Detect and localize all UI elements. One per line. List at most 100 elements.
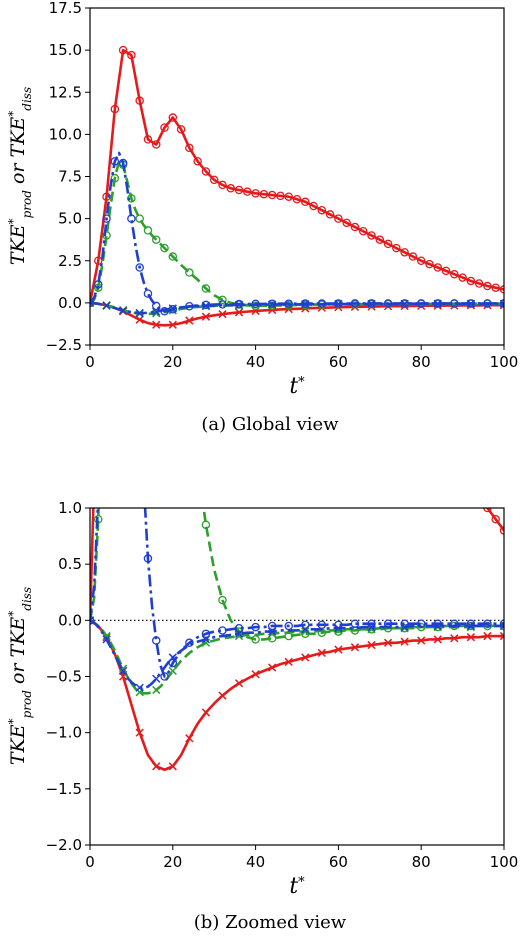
data-point-marker — [193, 157, 202, 166]
caption-global: (a) Global view — [201, 414, 339, 435]
series-4-zoomed — [90, 55, 504, 681]
data-point-marker — [151, 301, 161, 311]
data-point-marker — [450, 619, 459, 628]
x-axis-label-zoomed: t* — [289, 874, 305, 899]
data-point-marker — [367, 622, 376, 632]
data-point-marker — [110, 104, 120, 114]
data-point-marker — [466, 619, 476, 628]
caption-zoomed: (b) Zoomed view — [194, 912, 347, 933]
data-point-marker — [151, 140, 161, 149]
data-point-marker — [342, 218, 351, 228]
data-point-marker — [168, 320, 177, 329]
data-point-marker — [400, 637, 409, 646]
data-point-marker — [467, 471, 474, 478]
data-point-marker — [376, 195, 383, 202]
data-point-marker — [95, 336, 102, 343]
y-axis-label-zoomed: TKE*prod or TKE*diss — [6, 587, 34, 765]
data-point-marker — [160, 123, 169, 132]
data-point-marker — [433, 619, 443, 628]
data-point-marker — [143, 135, 153, 144]
data-point-marker — [234, 623, 244, 633]
data-point-marker — [168, 666, 177, 676]
data-point-marker — [218, 691, 227, 700]
data-point-marker — [160, 243, 169, 253]
data-point-marker — [127, 50, 136, 60]
data-point-marker — [151, 636, 161, 645]
data-point-marker — [234, 308, 244, 317]
series-0-global — [90, 45, 504, 308]
data-point-marker — [458, 273, 467, 282]
y-tick-label-global: −2.5 — [46, 336, 82, 354]
data-point-marker — [152, 762, 161, 771]
data-point-marker — [218, 626, 227, 635]
y-tick-label-global: 12.5 — [49, 83, 82, 101]
data-point-marker — [135, 214, 144, 223]
data-point-marker — [268, 300, 277, 309]
data-point-marker — [483, 619, 492, 628]
y-tick-label-zoomed: −1.5 — [46, 780, 82, 798]
data-point-marker — [474, 279, 484, 288]
x-tick-label-zoomed: 40 — [246, 853, 265, 871]
data-point-marker — [451, 426, 458, 433]
y-tick-label-zoomed: 0.0 — [58, 611, 82, 629]
data-point-marker — [103, 55, 110, 62]
data-point-marker — [284, 192, 293, 201]
series-5-global — [90, 298, 504, 318]
data-point-marker — [401, 280, 408, 287]
data-point-marker — [201, 312, 211, 321]
y-tick-label-global: 5.0 — [58, 210, 82, 228]
data-point-marker — [110, 173, 120, 183]
data-point-marker — [143, 554, 153, 563]
x-tick-label-global: 0 — [85, 353, 95, 371]
data-point-marker — [335, 55, 342, 62]
plot-frame-global — [89, 7, 505, 346]
data-point-marker — [209, 175, 219, 185]
data-point-marker — [425, 259, 434, 269]
data-point-marker — [360, 139, 367, 146]
data-point-marker — [251, 670, 260, 679]
data-point-marker — [433, 635, 442, 644]
series-line — [90, 301, 504, 315]
data-point-marker — [433, 263, 443, 272]
x-tick-label-global: 100 — [490, 353, 519, 371]
data-point-marker — [218, 310, 227, 319]
data-point-marker — [491, 514, 500, 524]
data-point-marker — [185, 734, 194, 743]
data-point-marker — [218, 595, 227, 605]
data-point-marker — [152, 307, 161, 316]
data-point-marker — [168, 113, 178, 122]
data-point-marker — [102, 214, 111, 223]
series-2-global — [90, 160, 504, 310]
x-tick-label-zoomed: 100 — [490, 853, 519, 871]
data-point-marker — [327, 27, 334, 34]
panel-global: 0 20 40 60 80 100 −2.5 0.0 2.5 5.0 7.5 10.0 12.5 15.0… — [6, 0, 518, 435]
data-point-marker — [259, 189, 269, 199]
series-0-zoomed — [90, 27, 504, 625]
data-point-marker — [367, 640, 376, 650]
data-point-marker — [368, 167, 375, 174]
data-point-marker — [301, 197, 310, 207]
data-point-marker — [476, 488, 483, 495]
data-point-marker — [243, 187, 252, 196]
y-tick-label-zoomed: −0.5 — [46, 668, 82, 686]
data-point-marker — [102, 631, 111, 641]
data-point-marker — [136, 381, 143, 388]
data-point-marker — [417, 636, 426, 645]
data-point-marker — [234, 185, 244, 195]
data-point-marker — [267, 621, 277, 631]
data-point-marker — [268, 663, 277, 672]
data-point-marker — [491, 283, 500, 292]
data-point-marker — [450, 634, 459, 643]
data-point-marker — [418, 336, 425, 343]
y-tick-label-global: 17.5 — [49, 0, 82, 17]
y-tick-label-global: 15.0 — [49, 41, 82, 59]
data-point-marker — [466, 299, 476, 308]
data-point-marker — [118, 306, 128, 315]
data-point-marker — [152, 685, 161, 695]
data-point-marker — [350, 619, 360, 628]
data-point-marker — [102, 301, 111, 310]
data-point-marker — [483, 631, 492, 641]
y-tick-label-zoomed: 1.0 — [58, 499, 82, 517]
data-point-marker — [268, 627, 277, 636]
